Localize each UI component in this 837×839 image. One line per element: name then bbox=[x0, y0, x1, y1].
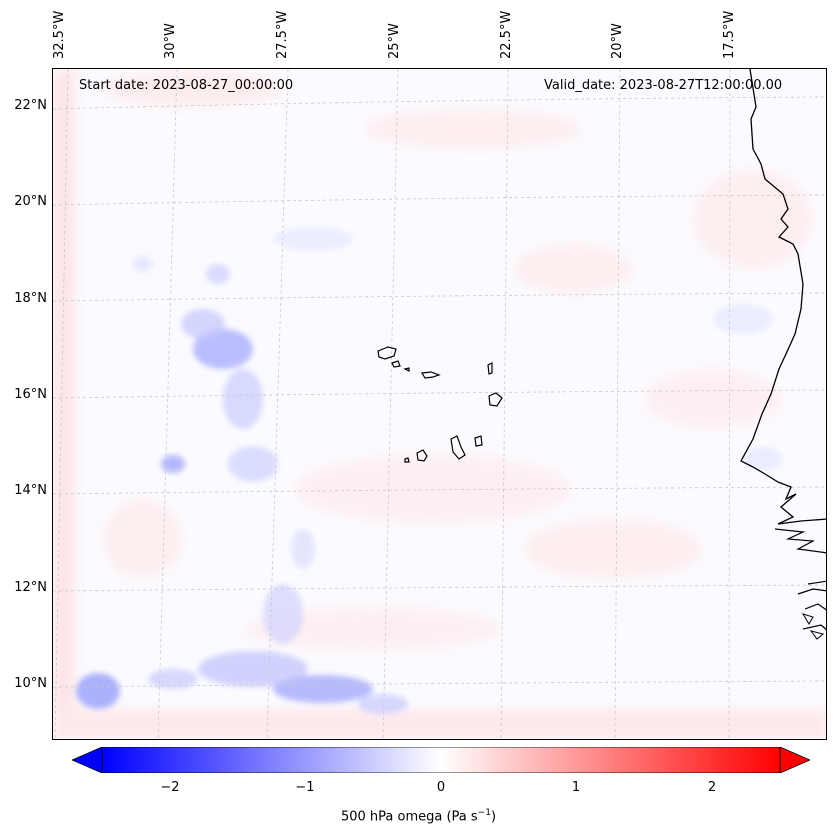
lat-label-14n: 14°N bbox=[14, 483, 47, 498]
colorbar-extend-low bbox=[72, 747, 103, 773]
colorbar-gradient bbox=[101, 747, 781, 773]
map-panel[interactable] bbox=[52, 68, 827, 740]
islands-coast bbox=[801, 613, 825, 640]
island-santa-luzia bbox=[403, 367, 410, 372]
colorbar-extend-high bbox=[779, 747, 810, 773]
map-canvas bbox=[53, 69, 826, 739]
colorbar bbox=[72, 747, 810, 773]
lat-label-20n: 20°N bbox=[14, 194, 47, 209]
lat-label-22n: 22°N bbox=[14, 98, 47, 113]
lat-label-12n: 12°N bbox=[14, 580, 47, 595]
colorbar-tick-minus-2: −2 bbox=[160, 780, 180, 795]
gambia-coast bbox=[774, 528, 826, 554]
island-sao-nicolau bbox=[421, 371, 441, 379]
lon-label-27-5w: 27.5°W bbox=[275, 10, 290, 59]
lat-label-10n: 10°N bbox=[14, 676, 47, 691]
island-santiago bbox=[450, 435, 466, 460]
colorbar-title-exponent: −1 bbox=[477, 808, 491, 818]
valid-date-label: Valid_date: 2023-08-27T12:00:00.00 bbox=[544, 78, 783, 93]
graticule bbox=[53, 69, 826, 739]
lon-label-32-5w: 32.5°W bbox=[52, 10, 67, 59]
colorbar-tick-1: 1 bbox=[571, 780, 581, 795]
start-date-label: Start date: 2023-08-27_00:00:00 bbox=[79, 78, 294, 93]
lon-label-22-5w: 22.5°W bbox=[499, 10, 514, 59]
island-boa-vista bbox=[488, 392, 503, 407]
cabo-verde-islands bbox=[377, 346, 503, 463]
lat-label-16n: 16°N bbox=[14, 387, 47, 402]
lon-label-20w: 20°W bbox=[610, 23, 625, 59]
island-sao-vicente bbox=[391, 360, 401, 368]
island-maio bbox=[474, 435, 483, 447]
lat-label-18n: 18°N bbox=[14, 291, 47, 306]
colorbar-title-prefix: 500 hPa omega (Pa s bbox=[340, 809, 478, 825]
colorbar-tick-0: 0 bbox=[436, 780, 446, 795]
colorbar-title: 500 hPa omega (Pa s−1) bbox=[0, 808, 837, 824]
island-fogo bbox=[416, 449, 428, 462]
ascent-field bbox=[76, 227, 783, 714]
lon-label-30w: 30°W bbox=[163, 23, 178, 59]
colorbar-tick-minus-1: −1 bbox=[295, 780, 315, 795]
colorbar-tick-2: 2 bbox=[707, 780, 717, 795]
island-brava bbox=[404, 457, 410, 463]
lon-label-17-5w: 17.5°W bbox=[722, 10, 737, 59]
african-coastline bbox=[740, 69, 826, 525]
island-santo-antao bbox=[377, 346, 397, 360]
island-sal bbox=[487, 362, 493, 375]
descent-field bbox=[53, 69, 826, 739]
colorbar-title-suffix: ) bbox=[490, 809, 497, 825]
guinea-bissau-coast bbox=[797, 580, 826, 631]
lon-label-25w: 25°W bbox=[387, 23, 402, 59]
